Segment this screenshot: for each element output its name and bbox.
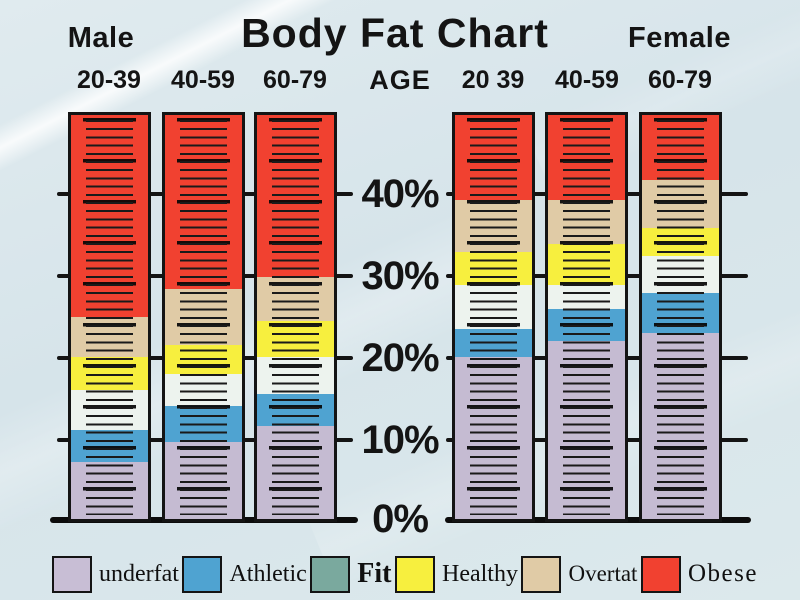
bar-hash-marks bbox=[657, 120, 704, 515]
legend: underfat Athletic Fit Healthy Overtat Ob… bbox=[52, 551, 758, 597]
bar-hash-marks bbox=[180, 120, 227, 515]
y-axis-tick-label-20: 20% bbox=[361, 336, 439, 380]
bar-hash-marks bbox=[272, 120, 319, 515]
legend-item-athletic: Athletic bbox=[182, 555, 307, 593]
chart-title: Body Fat Chart bbox=[241, 10, 549, 56]
y-axis-tick-label-30: 30% bbox=[361, 254, 439, 298]
legend-label-overfat: Overtat bbox=[568, 561, 638, 586]
bar-female-40-59 bbox=[545, 112, 628, 522]
legend-item-fit: Fit bbox=[310, 555, 392, 593]
female-group-label: Female bbox=[628, 22, 731, 54]
legend-swatch-athletic bbox=[182, 555, 223, 593]
y-axis-tick-label-0: 0% bbox=[372, 497, 429, 541]
bar-hash-marks bbox=[470, 120, 517, 515]
bar-male-20-39 bbox=[68, 112, 151, 522]
male-group-label: Male bbox=[67, 22, 135, 54]
bar-hash-marks bbox=[563, 120, 610, 515]
age-label-male-60-79: 60-79 bbox=[263, 66, 327, 94]
bar-female-20-39 bbox=[452, 112, 535, 522]
legend-item-overfat: Overtat bbox=[521, 555, 638, 593]
legend-swatch-obese bbox=[640, 555, 681, 593]
bar-female-60-79 bbox=[639, 112, 722, 522]
legend-item-obese: Obese bbox=[640, 555, 758, 593]
legend-label-fit: Fit bbox=[357, 558, 392, 589]
legend-label-healthy: Healthy bbox=[442, 560, 518, 587]
age-label-female-60-79: 60-79 bbox=[648, 66, 712, 94]
legend-label-obese: Obese bbox=[687, 560, 758, 587]
legend-label-athletic: Athletic bbox=[229, 560, 307, 587]
age-label-female-40-59: 40-59 bbox=[555, 66, 619, 94]
age-label-male-20-39: 20-39 bbox=[77, 66, 141, 94]
age-label-female-20-39: 20 39 bbox=[461, 66, 525, 94]
legend-swatch-fit bbox=[310, 555, 351, 593]
bar-male-60-79 bbox=[254, 112, 337, 522]
legend-swatch-underfat bbox=[52, 555, 92, 593]
legend-swatch-healthy bbox=[395, 555, 435, 593]
age-label-male-40-59: 40-59 bbox=[171, 66, 235, 94]
legend-item-healthy: Healthy bbox=[395, 555, 518, 593]
y-axis-tick-label-10: 10% bbox=[361, 418, 439, 462]
bar-hash-marks bbox=[86, 120, 133, 515]
age-axis-label: AGE bbox=[369, 65, 431, 95]
y-axis-tick-label-40: 40% bbox=[361, 172, 439, 216]
legend-item-underfat: underfat bbox=[52, 555, 179, 593]
legend-label-underfat: underfat bbox=[99, 560, 179, 587]
bar-male-40-59 bbox=[162, 112, 245, 522]
legend-swatch-overfat bbox=[521, 555, 562, 593]
